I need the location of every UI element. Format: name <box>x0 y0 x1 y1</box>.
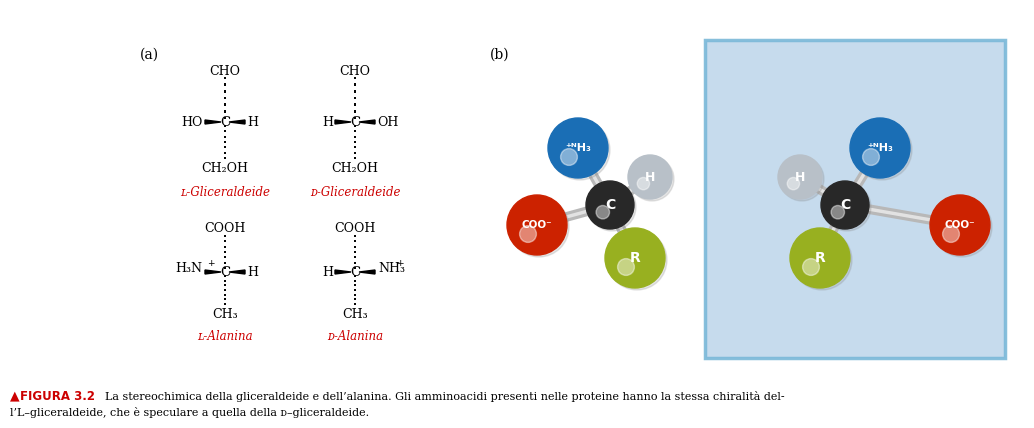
Circle shape <box>507 195 567 255</box>
Polygon shape <box>359 270 375 274</box>
Text: NH₃: NH₃ <box>378 262 405 274</box>
Text: CHO: CHO <box>210 65 241 78</box>
Circle shape <box>831 205 845 219</box>
Text: COOH: COOH <box>334 222 375 235</box>
Text: ⁺ᴺH₃: ⁺ᴺH₃ <box>565 143 591 153</box>
Circle shape <box>792 230 852 290</box>
Polygon shape <box>229 120 245 124</box>
Polygon shape <box>335 120 351 124</box>
Circle shape <box>560 149 577 165</box>
Text: ▲: ▲ <box>10 389 20 402</box>
Text: CH₃: CH₃ <box>342 308 368 321</box>
Circle shape <box>790 228 850 288</box>
Circle shape <box>588 183 636 231</box>
Text: CHO: CHO <box>339 65 370 78</box>
Text: C: C <box>605 198 615 212</box>
Text: H: H <box>247 265 258 279</box>
Text: CH₂OH: CH₂OH <box>332 162 378 175</box>
Text: H: H <box>322 265 333 279</box>
Circle shape <box>617 259 635 275</box>
Circle shape <box>520 226 537 242</box>
Polygon shape <box>359 120 375 124</box>
Circle shape <box>780 157 824 201</box>
Circle shape <box>596 205 609 219</box>
Circle shape <box>852 120 912 180</box>
Text: C: C <box>349 116 360 128</box>
Circle shape <box>787 178 799 190</box>
Circle shape <box>605 228 665 288</box>
Polygon shape <box>229 270 245 274</box>
Circle shape <box>607 230 667 290</box>
Circle shape <box>862 149 879 165</box>
Text: COO⁻: COO⁻ <box>522 220 552 230</box>
Circle shape <box>550 120 610 180</box>
Text: (a): (a) <box>140 48 159 62</box>
Text: C: C <box>220 265 230 279</box>
Circle shape <box>943 226 960 242</box>
Text: ⁺ᴺH₃: ⁺ᴺH₃ <box>868 143 893 153</box>
Circle shape <box>932 197 992 257</box>
Text: CH₂OH: CH₂OH <box>202 162 248 175</box>
Text: COO⁻: COO⁻ <box>945 220 975 230</box>
Polygon shape <box>205 120 221 124</box>
Text: C: C <box>349 265 360 279</box>
Circle shape <box>586 181 634 229</box>
Circle shape <box>850 118 910 178</box>
Text: ʟ-Gliceraldeide: ʟ-Gliceraldeide <box>180 186 270 199</box>
Text: ᴅ-Gliceraldeide: ᴅ-Gliceraldeide <box>310 186 400 199</box>
FancyBboxPatch shape <box>705 40 1005 358</box>
Text: CH₃: CH₃ <box>212 308 238 321</box>
Circle shape <box>821 181 869 229</box>
Circle shape <box>778 155 822 199</box>
Text: +: + <box>396 259 403 268</box>
Text: R: R <box>630 251 640 265</box>
Circle shape <box>630 157 674 201</box>
Text: H: H <box>645 170 656 184</box>
Circle shape <box>509 197 569 257</box>
Text: H: H <box>247 116 258 128</box>
Text: H: H <box>795 170 805 184</box>
Circle shape <box>823 183 871 231</box>
Polygon shape <box>205 270 221 274</box>
Text: COOH: COOH <box>205 222 246 235</box>
Text: C: C <box>840 198 850 212</box>
Text: H₃N: H₃N <box>175 262 202 274</box>
Text: FIGURA 3.2: FIGURA 3.2 <box>20 389 95 402</box>
Circle shape <box>637 178 649 190</box>
Circle shape <box>548 118 608 178</box>
Text: OH: OH <box>377 116 398 128</box>
Text: (b): (b) <box>490 48 510 62</box>
Text: R: R <box>815 251 825 265</box>
Text: l’L–gliceraldeide, che è speculare a quella della ᴅ–gliceraldeide.: l’L–gliceraldeide, che è speculare a que… <box>10 407 369 417</box>
Text: ᴅ-Alanina: ᴅ-Alanina <box>327 330 383 343</box>
Circle shape <box>802 259 819 275</box>
Circle shape <box>628 155 672 199</box>
Polygon shape <box>335 270 351 274</box>
Text: H: H <box>322 116 333 128</box>
Text: La stereochimica della gliceraldeide e dell’alanina. Gli amminoacidi presenti ne: La stereochimica della gliceraldeide e d… <box>98 390 785 401</box>
Text: ʟ-Alanina: ʟ-Alanina <box>197 330 252 343</box>
Text: +: + <box>207 259 214 268</box>
Circle shape <box>930 195 990 255</box>
Text: HO: HO <box>182 116 203 128</box>
Text: C: C <box>220 116 230 128</box>
